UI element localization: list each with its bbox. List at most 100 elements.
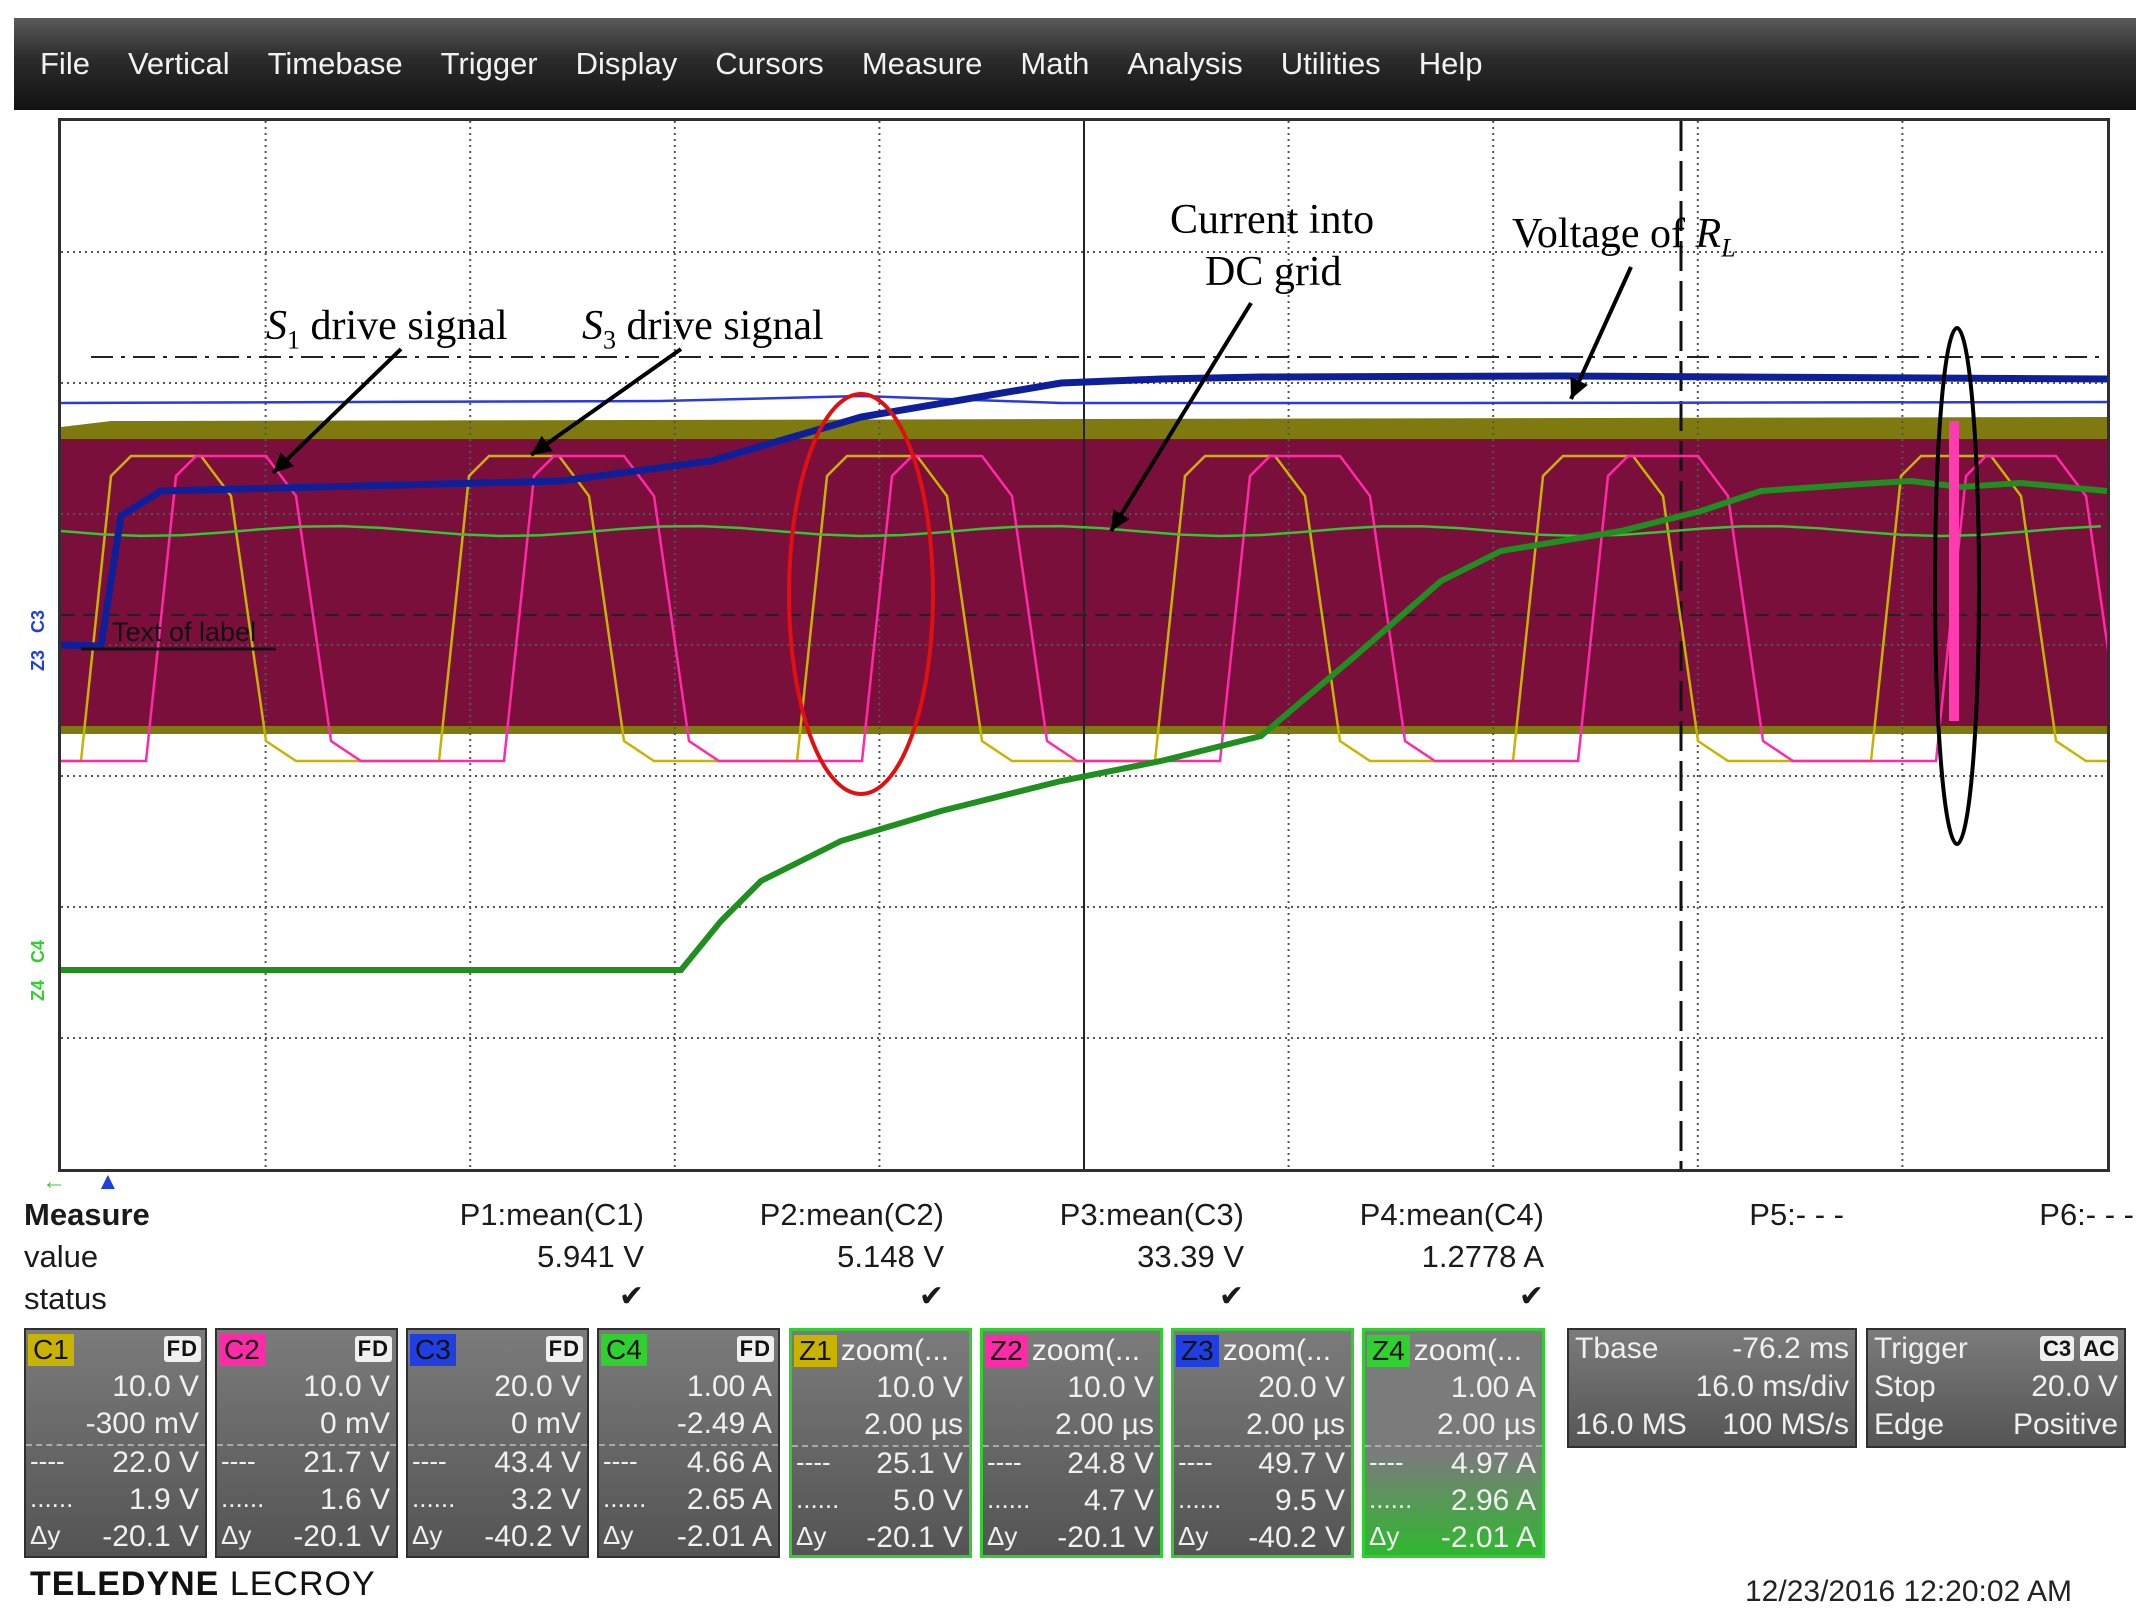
measure-p3-value: 33.39 V [1137, 1239, 1244, 1274]
channel-max: 21.7 V [303, 1446, 390, 1479]
measure-p6-name[interactable]: P6:- - - [2039, 1197, 2134, 1232]
fd-badge: FD [545, 1336, 583, 1362]
channel-scale: 10.0 V [1067, 1371, 1154, 1404]
dc-grid-current-trace [61, 477, 2107, 973]
delta-y-label: Δy [30, 1520, 61, 1550]
channel-delta-y: -20.1 V [866, 1521, 963, 1554]
menu-help[interactable]: Help [1418, 46, 1483, 81]
fd-badge: FD [163, 1336, 201, 1362]
channel-tag: Z3 [1176, 1335, 1219, 1367]
channel-min: 1.6 V [319, 1483, 390, 1516]
s1-arrow [271, 347, 403, 475]
channel-max: 49.7 V [1258, 1447, 1345, 1480]
c3-marker: C3 [28, 610, 48, 634]
trigger-source-badge: C3 AC [2039, 1336, 2118, 1362]
pink-spike [1949, 421, 1959, 721]
scope-display[interactable] [58, 118, 2110, 1172]
channel-delta-y: -2.01 A [676, 1520, 772, 1553]
min-line-marker: ...... [30, 1483, 74, 1513]
delta-y-label: Δy [796, 1521, 827, 1551]
channel-max: 43.4 V [494, 1446, 581, 1479]
menu-cursors[interactable]: Cursors [715, 46, 824, 81]
channel-tag: C2 [219, 1334, 265, 1366]
measure-p1-value: 5.941 V [537, 1239, 644, 1274]
channel-tag: C3 [410, 1334, 456, 1366]
measure-p4-name[interactable]: P4:mean(C4) [1359, 1197, 1544, 1232]
channel-offset: -2.49 A [676, 1407, 772, 1440]
tbase-div: 16.0 ms/div [1695, 1370, 1849, 1403]
max-line-marker: ---- [30, 1446, 65, 1476]
delta-y-label: Δy [1369, 1521, 1400, 1551]
channel-min: 4.7 V [1083, 1484, 1154, 1517]
measure-p5-name[interactable]: P5:- - - [1749, 1197, 1844, 1232]
measure-p4-value: 1.2778 A [1421, 1239, 1544, 1274]
channel-box-c4[interactable]: C4 FD 1.00 A -2.49 A ---- 4.66 A...... 2.65 A Δ… [597, 1328, 780, 1558]
ch2-drive-waveform [61, 454, 2107, 763]
trigger-descriptor[interactable]: Trigger C3 AC Stop 20.0 V Edge Positive [1866, 1328, 2126, 1448]
min-line-marker: ...... [221, 1483, 265, 1513]
min-line-marker: ...... [412, 1483, 456, 1513]
z3-marker: Z3 [28, 650, 48, 672]
channel-delta-y: -40.2 V [1248, 1521, 1345, 1554]
trigger-position-icon: ▲ [96, 1168, 120, 1195]
channel-box-z3[interactable]: Z3 zoom(... 20.0 V 2.00 µs ---- 49.7 V...... 9… [1171, 1328, 1354, 1558]
max-line-marker: ---- [603, 1446, 638, 1476]
timebase-descriptor[interactable]: Tbase -76.2 ms 16.0 ms/div 16.0 MS 100 M… [1567, 1328, 1857, 1448]
menu-file[interactable]: File [40, 46, 90, 81]
current-thin-trace [61, 524, 2102, 538]
channel-tag: Z1 [794, 1335, 837, 1367]
measure-panel: Measure value status P1:mean(C1) 5.941 V… [24, 1195, 2134, 1325]
measure-p1-name[interactable]: P1:mean(C1) [459, 1197, 644, 1232]
channel-tag: Z2 [985, 1335, 1028, 1367]
channel-box-z1[interactable]: Z1 zoom(... 10.0 V 2.00 µs ---- 25.1 V...... 5… [789, 1328, 972, 1558]
delta-y-label: Δy [412, 1520, 443, 1550]
menu-timebase[interactable]: Timebase [267, 46, 403, 81]
measure-status-label: status [24, 1281, 107, 1316]
channel-tag: Z4 [1367, 1335, 1410, 1367]
measure-title: Measure [24, 1197, 150, 1232]
channel-box-c1[interactable]: C1 FD 10.0 V -300 mV ---- 22.0 V...... 1.9 V Δy… [24, 1328, 207, 1558]
measure-p3-status: ✔ [1218, 1280, 1244, 1313]
menu-display[interactable]: Display [575, 46, 678, 81]
channel-min: 2.65 A [686, 1483, 772, 1516]
tbase-samples: 16.0 MS [1575, 1408, 1687, 1441]
voltage-annotation: Voltage of RL [1512, 211, 1736, 263]
channel-box-z2[interactable]: Z2 zoom(... 10.0 V 2.00 µs ---- 24.8 V...... 4… [980, 1328, 1163, 1558]
s3-annotation: S3 drive signal [582, 303, 824, 355]
channel-offset: 2.00 µs [1054, 1408, 1154, 1441]
channel-title: zoom(... [840, 1334, 950, 1367]
channel-box-z4[interactable]: Z4 zoom(... 1.00 A 2.00 µs ---- 4.97 A...... 2… [1362, 1328, 1545, 1558]
s1-arrow-head [273, 452, 294, 473]
menu-analysis[interactable]: Analysis [1127, 46, 1243, 81]
trigger-mode: Stop [1874, 1370, 1936, 1403]
delta-y-label: Δy [1178, 1521, 1209, 1551]
menu-utilities[interactable]: Utilities [1280, 46, 1381, 81]
menu-trigger[interactable]: Trigger [440, 46, 538, 81]
current-arrow [1109, 301, 1253, 533]
menu-math[interactable]: Math [1020, 46, 1090, 81]
max-line-marker: ---- [412, 1446, 447, 1476]
s3-arrow-head [531, 435, 553, 455]
channel-max: 24.8 V [1067, 1447, 1154, 1480]
channel-scale: 20.0 V [1258, 1371, 1345, 1404]
channel-tag: C1 [28, 1334, 74, 1366]
channel-box-c2[interactable]: C2 FD 10.0 V 0 mV ---- 21.7 V...... 1.6 V Δy -20… [215, 1328, 398, 1558]
channel-delta-y: -20.1 V [293, 1520, 390, 1553]
menu-measure[interactable]: Measure [861, 46, 983, 81]
channel-offset: 2.00 µs [1436, 1408, 1536, 1441]
tbase-offset: -76.2 ms [1732, 1332, 1849, 1365]
timestamp: 12/23/2016 12:20:02 AM [1745, 1575, 2072, 1608]
left-arrow-icon[interactable]: ← [42, 1168, 66, 1195]
channel-box-c3[interactable]: C3 FD 20.0 V 0 mV ---- 43.4 V...... 3.2 V Δy -40… [406, 1328, 589, 1558]
min-line-marker: ...... [1369, 1484, 1413, 1514]
min-line-marker: ...... [987, 1484, 1031, 1514]
measure-p3-name[interactable]: P3:mean(C3) [1059, 1197, 1244, 1232]
channel-delta-y: -20.1 V [1057, 1521, 1154, 1554]
label-text: Text of label [112, 617, 257, 647]
trigger-label: Trigger [1874, 1332, 1968, 1365]
channel-offset: -300 mV [85, 1407, 199, 1440]
measure-p2-name[interactable]: P2:mean(C2) [759, 1197, 944, 1232]
max-line-marker: ---- [796, 1447, 831, 1477]
channel-scale: 20.0 V [494, 1370, 581, 1403]
menu-vertical[interactable]: Vertical [127, 46, 230, 81]
